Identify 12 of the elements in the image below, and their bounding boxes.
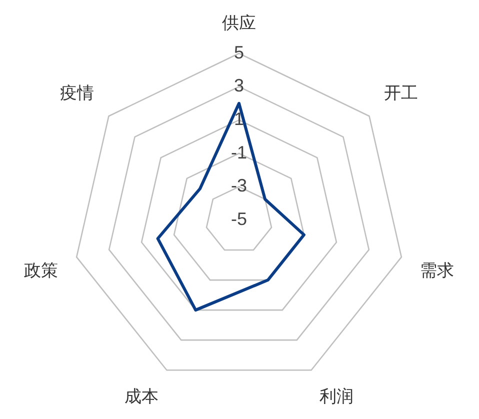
spoke-label: 开工 [384, 84, 418, 104]
y-tick-label: -3 [230, 176, 248, 196]
spoke-label: 疫情 [60, 84, 94, 104]
y-tick-label: -5 [230, 208, 248, 229]
spoke-label: 成本 [124, 386, 158, 407]
y-tick-label: 5 [234, 42, 244, 62]
spoke-label: 供应 [222, 14, 256, 34]
spoke-label: 政策 [24, 260, 58, 281]
spoke-label: 需求 [420, 260, 454, 281]
spoke-label: 利润 [320, 386, 354, 407]
y-tick-label: 3 [234, 76, 244, 96]
y-tick-label: -1 [230, 142, 248, 162]
